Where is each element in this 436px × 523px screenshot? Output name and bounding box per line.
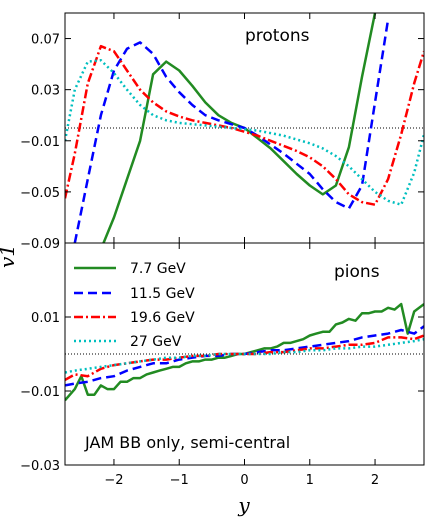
protons-y-tick-label: −0.05 — [20, 186, 60, 201]
legend-label-27-gev: 27 GeV — [130, 334, 182, 350]
pions-series-27-gev — [65, 337, 424, 374]
y-axis-label: v1 — [0, 244, 19, 268]
legend: 7.7 GeV 11.5 GeV 19.6 GeV 27 GeV — [74, 261, 195, 350]
pions-series-group — [65, 302, 424, 402]
x-tick-label: 2 — [371, 473, 379, 488]
protons-y-axis-ticks: 0.07 0.03 −0.01 −0.05 −0.09 — [20, 33, 424, 252]
legend-label-7-7-gev: 7.7 GeV — [130, 261, 186, 277]
pions-panel: pions JAM BB only, semi-central 0.01 −0.0… — [20, 262, 424, 474]
protons-series-group — [65, 13, 424, 243]
x-tick-label: −2 — [104, 473, 123, 488]
legend-label-19-6-gev: 19.6 GeV — [130, 310, 195, 326]
protons-y-tick-label: −0.01 — [20, 135, 60, 150]
protons-series-27-gev — [65, 59, 424, 206]
x-tick-label: 1 — [306, 473, 314, 488]
x-axis-ticks: −2 −1 0 1 2 — [104, 13, 379, 488]
protons-panel-label: protons — [245, 26, 310, 46]
pions-y-axis-ticks: 0.01 −0.01 −0.03 — [20, 311, 424, 474]
legend-entry-27-gev: 27 GeV — [74, 334, 182, 350]
legend-entry-11-5-gev: 11.5 GeV — [74, 286, 195, 302]
figure-note: JAM BB only, semi-central — [84, 433, 290, 452]
pions-y-tick-label: −0.01 — [20, 385, 60, 400]
legend-entry-7-7-gev: 7.7 GeV — [74, 261, 186, 277]
pions-y-tick-label: −0.03 — [20, 459, 60, 474]
protons-y-tick-label: −0.09 — [20, 237, 60, 252]
pions-series-19-6-gev — [65, 334, 424, 381]
protons-panel: protons 0.07 0.03 −0.01 −0.05 −0.09 — [20, 13, 424, 252]
legend-label-11-5-gev: 11.5 GeV — [130, 286, 195, 302]
protons-y-tick-label: 0.07 — [31, 33, 60, 48]
protons-y-tick-label: 0.03 — [31, 84, 60, 99]
x-tick-label: −1 — [170, 473, 189, 488]
pions-series-11-5-gev — [65, 325, 424, 387]
x-tick-label: 0 — [240, 473, 248, 488]
protons-series-19-6-gev — [65, 44, 424, 206]
legend-entry-19-6-gev: 19.6 GeV — [74, 310, 195, 326]
pions-panel-label: pions — [334, 262, 380, 282]
y-axis-label-symbol: v1 — [0, 244, 19, 268]
pions-series-7-7-gev — [65, 302, 424, 402]
x-axis-label: y — [237, 493, 250, 517]
protons-series-11-5-gev — [73, 19, 390, 243]
pions-y-tick-label: 0.01 — [31, 311, 60, 326]
